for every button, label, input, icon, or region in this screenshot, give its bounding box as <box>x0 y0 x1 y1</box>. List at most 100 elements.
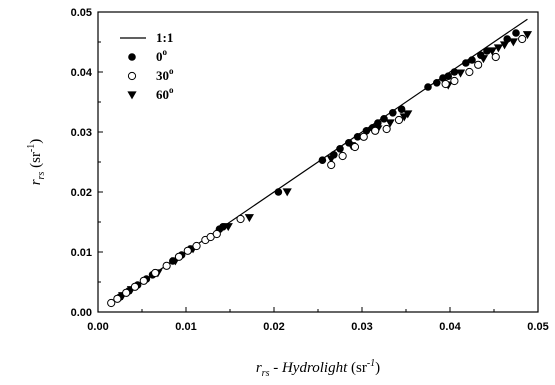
point-30deg <box>465 67 474 77</box>
y-axis-title-text: rrs (sr-1) <box>26 139 47 186</box>
x-tick-label: 0.05 <box>527 321 548 333</box>
point-60deg <box>244 214 254 223</box>
point-60deg <box>493 44 503 53</box>
point-30deg <box>151 268 160 278</box>
x-title-unit-exponent: -1 <box>367 358 375 369</box>
point-0deg <box>330 151 338 159</box>
point-30deg <box>394 115 404 125</box>
point-30deg <box>350 142 360 152</box>
point-30deg <box>130 282 140 291</box>
point-60deg <box>385 119 395 128</box>
y-title-subscript: rs <box>36 172 47 180</box>
x-tick-label: 0.03 <box>351 321 372 333</box>
point-30deg <box>107 298 116 308</box>
point-30deg <box>113 294 122 303</box>
point-60deg <box>403 110 413 119</box>
point-0deg <box>336 145 344 153</box>
y-tick-label: 0.04 <box>71 67 93 79</box>
point-30deg <box>122 288 131 297</box>
x-tick-label: 0.02 <box>263 321 284 333</box>
legend-open-circle-symbol <box>127 71 137 81</box>
data-points <box>107 29 533 308</box>
y-tick-label: 0.00 <box>71 307 92 319</box>
point-0deg <box>219 223 227 231</box>
legend-label-text: 60 <box>156 87 169 102</box>
point-0deg <box>169 257 177 265</box>
point-30deg <box>450 76 459 86</box>
x-title-unit-close: ) <box>375 360 380 376</box>
point-30deg <box>162 261 171 270</box>
legend-label: 60o <box>156 85 174 102</box>
point-30deg <box>491 52 500 62</box>
y-tick-label: 0.05 <box>71 7 92 19</box>
point-0deg <box>274 188 283 196</box>
point-0deg <box>450 68 459 76</box>
point-60deg <box>499 41 510 50</box>
point-0deg <box>397 105 406 113</box>
legend-label: 30o <box>156 66 174 83</box>
legend-label: 1:1 <box>156 30 173 45</box>
point-0deg <box>318 156 327 164</box>
point-0deg <box>362 127 371 135</box>
x-tick-label: 0.00 <box>87 321 108 333</box>
legend-label-text: 1:1 <box>156 30 173 45</box>
point-30deg <box>174 252 184 261</box>
y-title-unit-close: ) <box>28 139 44 144</box>
point-0deg <box>462 59 470 67</box>
point-30deg <box>327 160 336 170</box>
point-30deg <box>518 34 527 44</box>
y-title-symbol: r <box>28 179 44 185</box>
point-30deg <box>382 124 391 134</box>
point-30deg <box>192 241 201 251</box>
x-tick-label: 0.04 <box>439 321 461 333</box>
y-title-unit: (sr <box>28 152 44 172</box>
axis-ticks: 0.00 0.01 0.02 0.03 0.04 0.05 0.00 0.01 0.02 0.03… <box>71 7 549 333</box>
y-tick-label: 0.01 <box>71 247 92 259</box>
x-title-symbol: r <box>256 360 262 376</box>
point-0deg <box>477 51 485 59</box>
y-tick-label: 0.02 <box>71 187 92 199</box>
point-0deg <box>444 72 453 80</box>
point-60deg <box>282 188 292 197</box>
legend-triangle-symbol <box>127 91 137 100</box>
x-axis-title-text: rrs - Hydrolight (sr-1) <box>256 358 380 379</box>
point-0deg <box>433 79 441 87</box>
point-60deg <box>455 69 466 78</box>
x-tick-label: 0.01 <box>175 321 196 333</box>
point-60deg <box>508 38 518 47</box>
legend-label-text: 0 <box>156 49 163 64</box>
legend-label: 0o <box>156 47 168 64</box>
point-30deg <box>371 126 380 135</box>
legend-label-text: 30 <box>156 68 169 83</box>
legend-degree-sup: o <box>169 85 174 95</box>
legend-degree-sup: o <box>163 47 168 57</box>
y-axis-title: rrs (sr-1) <box>26 139 47 186</box>
point-30deg <box>139 276 148 285</box>
point-30deg <box>236 214 245 224</box>
point-30deg <box>212 229 221 239</box>
x-title-subscript: rs <box>262 368 270 379</box>
point-0deg <box>345 139 353 147</box>
point-0deg <box>353 133 362 141</box>
point-60deg <box>522 31 533 40</box>
point-30deg <box>441 79 450 89</box>
point-0deg <box>380 115 388 123</box>
point-30deg <box>359 132 368 141</box>
point-0deg <box>424 83 432 91</box>
point-0deg <box>374 119 382 127</box>
point-0deg <box>483 47 491 55</box>
x-axis-title: rrs - Hydrolight (sr-1) <box>256 358 380 379</box>
point-0deg <box>389 109 397 117</box>
point-30deg <box>474 60 483 69</box>
legend-filled-circle-symbol <box>128 53 136 61</box>
point-0deg <box>503 35 512 43</box>
point-30deg <box>338 151 347 161</box>
y-title-unit-exponent: -1 <box>26 144 37 152</box>
legend-degree-sup: o <box>169 66 174 76</box>
x-title-model: Hydrolight <box>281 360 348 376</box>
point-0deg <box>512 29 520 37</box>
x-title-unit: (sr <box>347 360 367 376</box>
y-tick-label: 0.03 <box>71 127 92 139</box>
